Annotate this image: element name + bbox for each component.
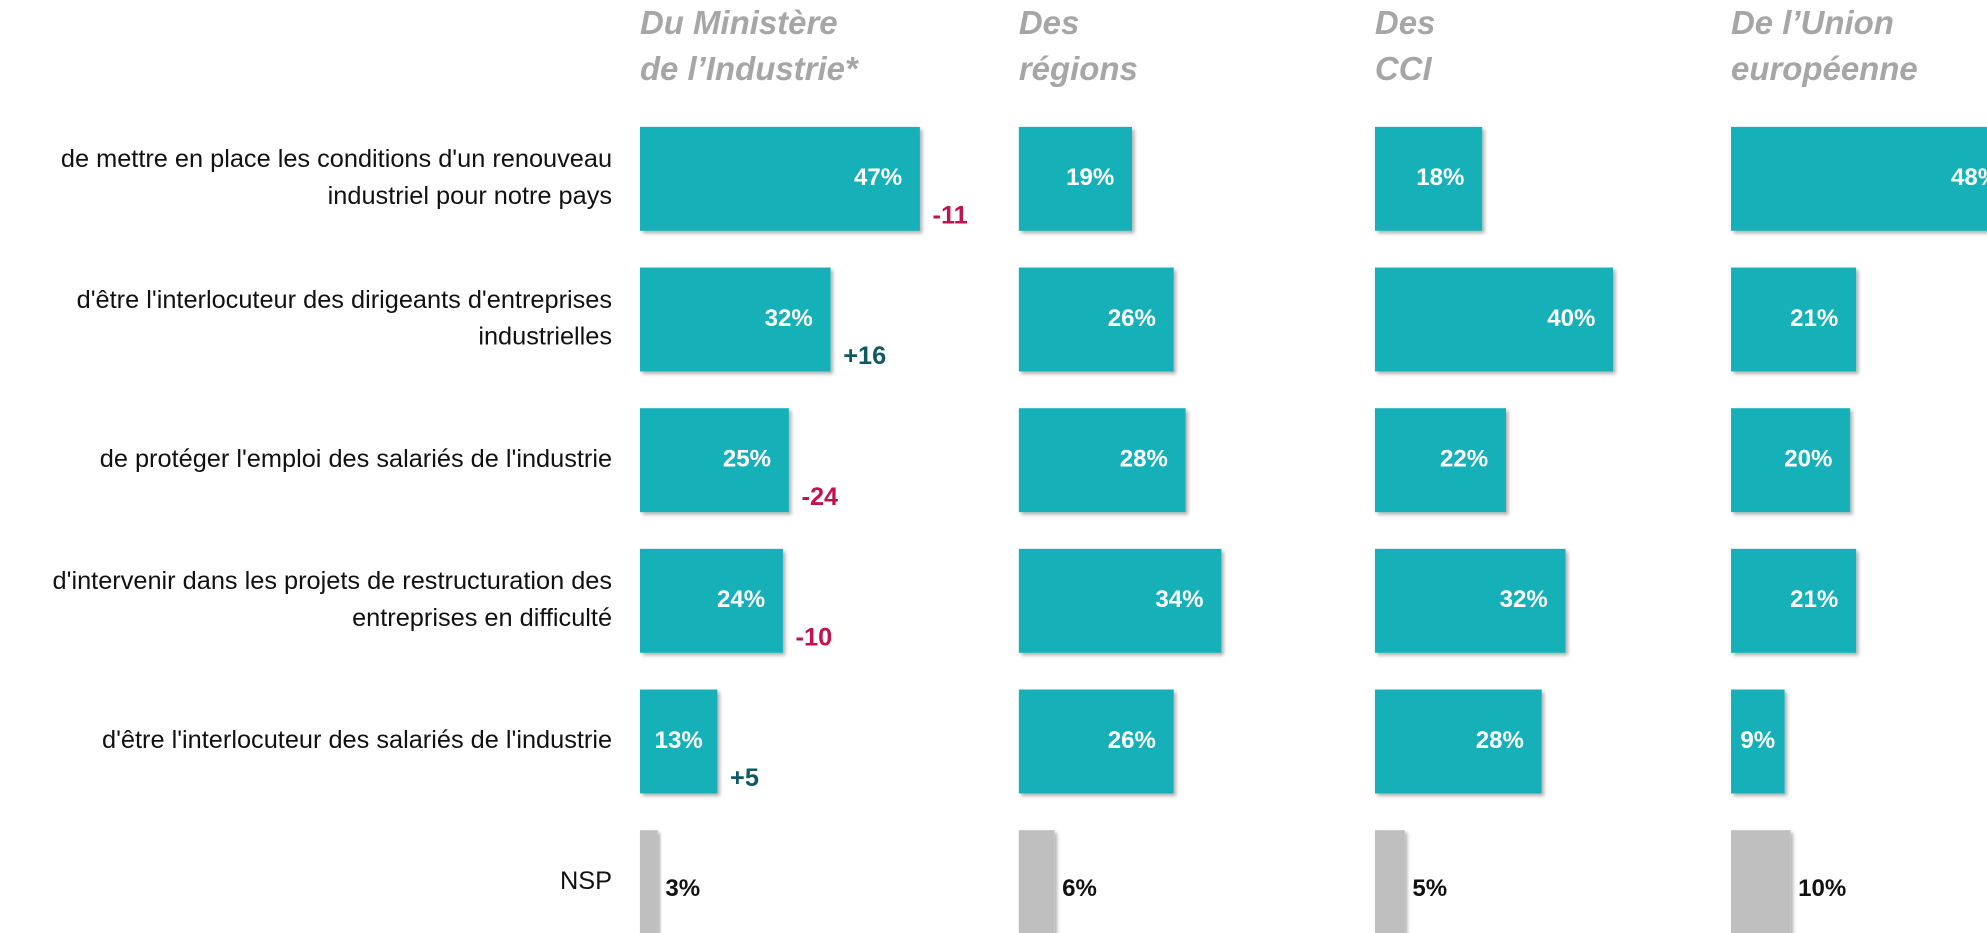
- value-label: 40%: [1547, 305, 1595, 332]
- bar: [1374, 408, 1506, 513]
- panel-header: De l’Union: [1731, 4, 1894, 41]
- category-label: d'intervenir dans les projets de restruc…: [53, 567, 613, 595]
- bar: [1731, 126, 1987, 231]
- value-label: 26%: [1108, 305, 1156, 332]
- value-label: 32%: [1500, 586, 1548, 613]
- bar: [1018, 267, 1174, 372]
- change-label: -11: [933, 202, 968, 230]
- panel-header: régions: [1019, 50, 1138, 87]
- bar: [1374, 126, 1483, 231]
- category-label: d'être l'interlocuteur des salariés de l…: [102, 726, 612, 754]
- panel-header: de l’Industrie*: [640, 50, 860, 87]
- change-label: -10: [796, 624, 833, 652]
- change-label: +5: [730, 764, 759, 792]
- value-label: 9%: [1740, 727, 1775, 754]
- bar: [1731, 548, 1857, 653]
- bar: [1018, 689, 1174, 794]
- value-label: 3%: [665, 875, 700, 902]
- value-label: 47%: [854, 164, 902, 191]
- value-label: 48%: [1951, 164, 1987, 191]
- bar: [1018, 830, 1055, 933]
- panel-header: Du Ministère: [640, 4, 838, 41]
- value-label: 5%: [1412, 875, 1447, 902]
- bar: [1374, 689, 1542, 794]
- bar: [639, 267, 831, 372]
- bar: [639, 689, 718, 794]
- value-label: 6%: [1062, 875, 1097, 902]
- value-label: 22%: [1440, 446, 1488, 473]
- panel-header: européenne: [1731, 50, 1918, 87]
- value-label: 10%: [1798, 875, 1846, 902]
- value-label: 28%: [1120, 446, 1168, 473]
- bar: [639, 126, 920, 231]
- value-label: 18%: [1416, 164, 1464, 191]
- category-label: NSP: [560, 867, 612, 895]
- bar: [1731, 830, 1791, 933]
- category-label: de mettre en place les conditions d'un r…: [61, 145, 612, 173]
- category-label: de protéger l'emploi des salariés de l'i…: [100, 445, 612, 473]
- bar: [1731, 408, 1851, 513]
- bar: [1374, 548, 1566, 653]
- value-label: 32%: [765, 305, 813, 332]
- bar: [1374, 830, 1405, 933]
- category-label: entreprises en difficulté: [352, 604, 612, 632]
- value-label: 24%: [717, 586, 765, 613]
- bar: [1731, 267, 1857, 372]
- value-label: 19%: [1066, 164, 1114, 191]
- bar: [639, 408, 789, 513]
- panel-header: CCI: [1375, 50, 1433, 87]
- value-label: 20%: [1784, 446, 1832, 473]
- value-label: 25%: [723, 446, 771, 473]
- panel-header: Des: [1019, 4, 1079, 41]
- panel-header: Des: [1375, 4, 1435, 41]
- bar: [1018, 126, 1133, 231]
- bar: [1374, 267, 1614, 372]
- value-label: 21%: [1790, 305, 1838, 332]
- category-label: d'être l'interlocuteur des dirigeants d'…: [77, 286, 612, 314]
- value-label: 21%: [1790, 586, 1838, 613]
- value-label: 26%: [1108, 727, 1156, 754]
- change-label: +16: [843, 342, 886, 370]
- category-label: industrielles: [478, 323, 612, 351]
- bar: [639, 548, 783, 653]
- value-label: 13%: [655, 727, 703, 754]
- bar: [1018, 548, 1222, 653]
- category-label: industriel pour notre pays: [328, 182, 612, 210]
- change-label: -24: [802, 483, 839, 511]
- bar: [1731, 689, 1785, 794]
- value-label: 34%: [1155, 586, 1203, 613]
- bar: [639, 830, 658, 933]
- bar: [1018, 408, 1186, 513]
- value-label: 28%: [1476, 727, 1524, 754]
